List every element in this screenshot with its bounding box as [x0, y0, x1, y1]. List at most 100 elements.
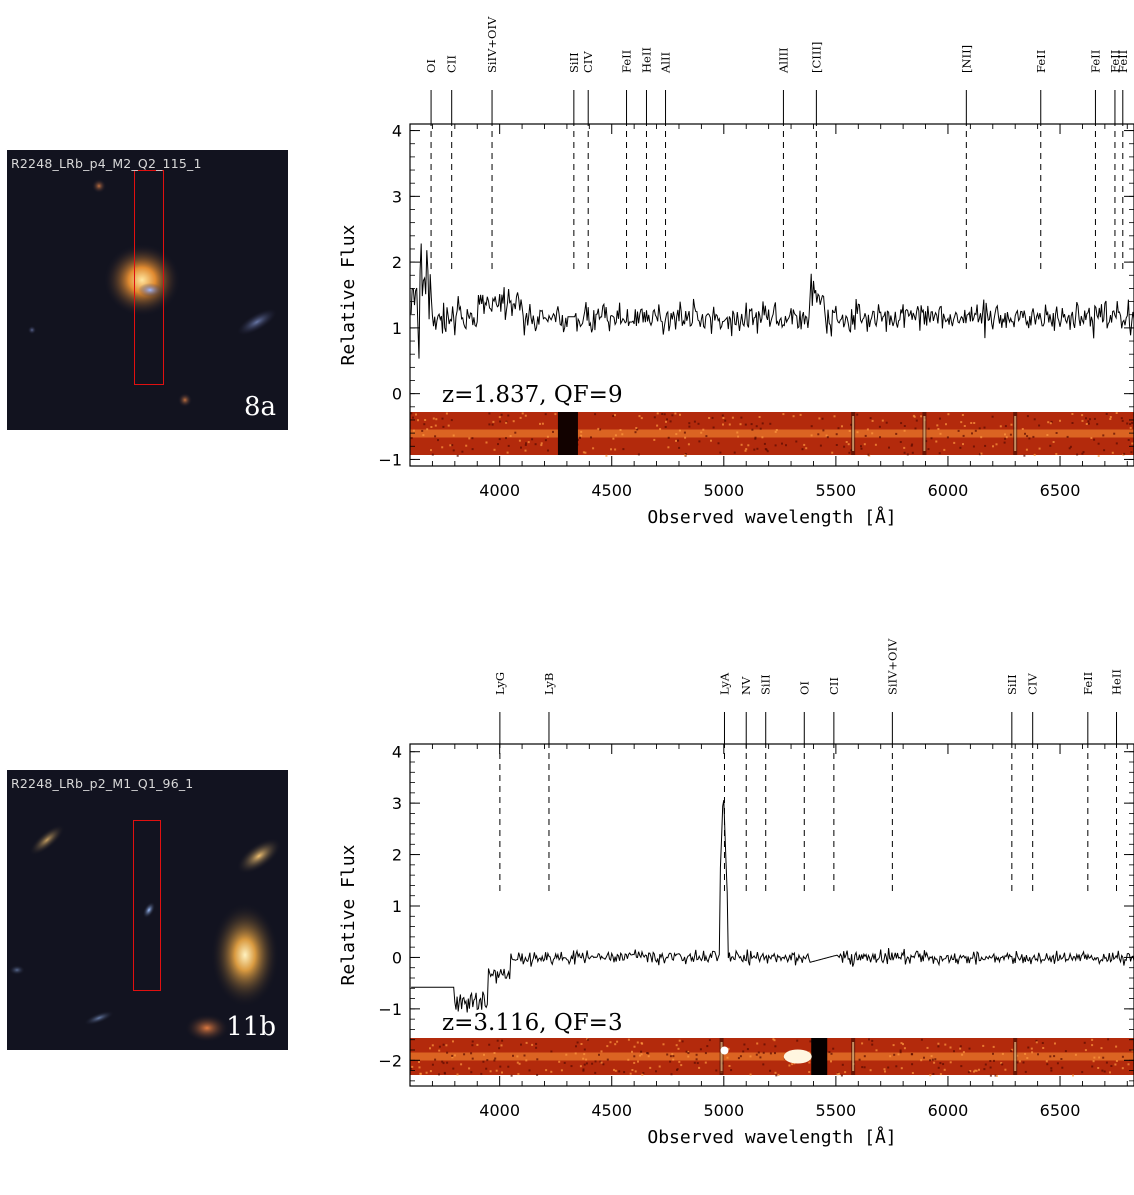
line-marker-label: CII	[445, 55, 459, 73]
strip-noise	[799, 413, 802, 416]
strip-noise	[639, 1054, 641, 1057]
strip-noise	[494, 1057, 497, 1060]
strip-noise	[545, 1069, 548, 1072]
strip-noise	[1129, 423, 1132, 426]
strip-noise	[1102, 1056, 1105, 1059]
strip-noise	[546, 435, 549, 438]
strip-noise	[728, 423, 731, 426]
x-tick-label: 4000	[479, 1101, 520, 1120]
strip-noise	[585, 1062, 588, 1065]
strip-noise	[1085, 417, 1087, 420]
strip-noise	[697, 422, 700, 425]
spectrum-chart-11b: 4000 4500 5000 5500 6000 6500 −2 −1 0 1 2 3 4 Observe…	[338, 638, 1134, 1148]
strip-noise	[899, 1049, 902, 1052]
strip-noise	[429, 1047, 431, 1050]
strip-noise	[991, 415, 994, 418]
strip-noise	[932, 1073, 935, 1075]
strip-noise	[609, 1041, 612, 1044]
strip-noise	[930, 1055, 933, 1058]
strip-noise	[623, 1071, 626, 1074]
strip-noise	[410, 437, 413, 440]
strip-noise	[769, 1052, 772, 1055]
strip-noise	[662, 1043, 665, 1046]
strip-noise	[524, 414, 527, 417]
strip-noise	[563, 1061, 566, 1064]
strip-noise	[1003, 441, 1006, 444]
strip-noise	[631, 1069, 634, 1071]
y-tick-label: 1	[392, 319, 402, 338]
line-markers: OI CII SiIV+OIV SiII CIV FeII HeII AlII AlIII [CI…	[424, 16, 1130, 270]
strip-noise	[1131, 422, 1134, 424]
strip-noise	[975, 1069, 978, 1072]
strip-noise	[762, 1051, 765, 1054]
strip-noise	[582, 1068, 585, 1071]
strip-noise	[525, 442, 527, 445]
strip-noise	[498, 1047, 501, 1050]
strip-noise	[695, 1058, 698, 1061]
strip-noise	[612, 437, 615, 440]
y-tick-label: 4	[392, 743, 402, 762]
axes: 4000 4500 5000 5500 6000 6500 −2 −1 0 1 2 3 4	[378, 743, 1134, 1120]
strip-noise	[762, 1063, 765, 1066]
strip-noise	[832, 1047, 835, 1050]
strip-noise	[442, 1062, 445, 1065]
strip-noise	[878, 425, 881, 428]
strip-noise	[695, 1053, 698, 1056]
strip-noise	[766, 450, 769, 453]
strip-noise	[463, 1053, 466, 1056]
strip-noise	[452, 434, 455, 437]
strip-noise	[841, 425, 843, 428]
strip-noise	[906, 453, 909, 456]
strip-noise	[450, 419, 453, 422]
strip-noise	[757, 1051, 760, 1054]
strip-noise	[899, 441, 902, 443]
strip-noise	[489, 1070, 492, 1073]
line-marker-label: LyB	[542, 673, 556, 695]
line-marker-label: HeII	[639, 47, 653, 73]
strip-noise	[488, 423, 491, 426]
strip-noise	[959, 1045, 962, 1048]
strip-noise	[616, 1040, 619, 1043]
strip-noise	[499, 420, 502, 423]
strip-noise	[500, 413, 503, 416]
y-tick-label: 3	[392, 187, 402, 206]
strip-noise	[667, 436, 670, 439]
strip-noise	[1126, 422, 1129, 425]
panel-id-label: 8a	[243, 392, 276, 422]
strip-noise	[903, 446, 906, 449]
strip-noise	[980, 436, 983, 439]
strip-noise	[796, 1039, 799, 1042]
strip-noise	[719, 451, 722, 454]
strip-noise	[1046, 434, 1049, 436]
strip-noise	[772, 1038, 775, 1041]
strip-noise	[550, 1050, 553, 1053]
strip-noise	[819, 444, 822, 447]
strip-noise	[535, 1046, 538, 1049]
strip-noise	[505, 421, 508, 424]
y-tick-label: 2	[392, 253, 402, 272]
strip-noise	[1097, 455, 1100, 457]
strip-noise	[693, 420, 696, 423]
strip-noise	[580, 434, 583, 437]
strip-noise	[482, 1060, 485, 1063]
strip-noise	[461, 450, 464, 453]
strip-noise	[828, 1051, 831, 1054]
strip-noise	[973, 1070, 975, 1073]
strip-noise	[963, 425, 966, 427]
strip-noise	[704, 1061, 707, 1064]
strip-noise	[1072, 1074, 1074, 1077]
line-marker-label: OI	[424, 59, 438, 73]
strip-noise	[671, 414, 674, 417]
strip-noise	[1021, 428, 1024, 430]
strip-noise	[647, 1055, 650, 1058]
strip-noise	[711, 416, 714, 419]
strip-noise	[973, 422, 976, 424]
strip-noise	[637, 453, 640, 456]
strip-noise	[637, 1060, 639, 1063]
strip-noise	[774, 1052, 776, 1055]
strip-noise	[451, 1054, 454, 1057]
strip-noise	[1102, 434, 1105, 437]
strip-noise	[1056, 1062, 1059, 1065]
strip-noise	[583, 1063, 586, 1066]
strip-noise	[438, 1073, 440, 1076]
